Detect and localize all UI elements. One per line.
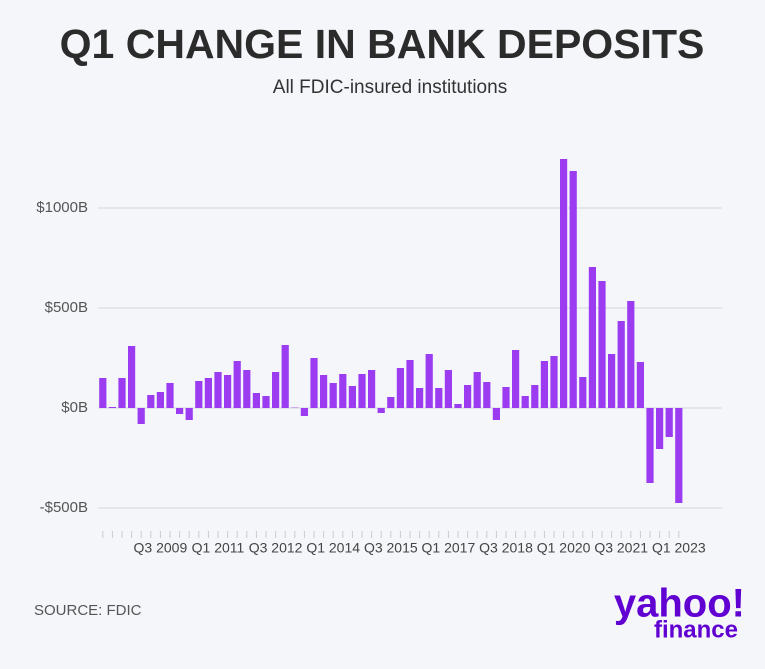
bar (550, 356, 557, 408)
bar (493, 408, 500, 420)
y-tick-label: $1000B (36, 199, 88, 216)
bar (541, 361, 548, 408)
bar (512, 350, 519, 408)
bar (224, 375, 231, 408)
bar (387, 397, 394, 408)
chart-title: Q1 CHANGE IN BANK DEPOSITS (60, 21, 705, 67)
bar (99, 378, 106, 408)
y-tick-label: $500B (45, 299, 88, 316)
bar (358, 374, 365, 408)
bar (310, 358, 317, 408)
bar (138, 408, 145, 424)
bar (464, 385, 471, 408)
logo-sub: finance (654, 616, 738, 643)
bar (282, 345, 289, 408)
bar (637, 362, 644, 408)
bar (618, 321, 625, 408)
bar (570, 171, 577, 408)
bar (646, 408, 653, 483)
x-tick-label: Q1 2023 (652, 540, 706, 556)
bar (349, 386, 356, 408)
bar (416, 388, 423, 408)
bar (426, 354, 433, 408)
x-tick-label: Q3 2012 (249, 540, 303, 556)
x-tick-label: Q1 2014 (306, 540, 360, 556)
bar (214, 372, 221, 408)
bar (454, 404, 461, 408)
bar (243, 370, 250, 408)
bar (445, 370, 452, 408)
bar (253, 393, 260, 408)
bar (128, 346, 135, 408)
x-tick-label: Q1 2011 (192, 540, 245, 556)
bar (675, 408, 682, 503)
bar (320, 375, 327, 408)
bar (627, 301, 634, 408)
bar (666, 408, 673, 437)
bar (330, 383, 337, 408)
bar (234, 361, 241, 408)
bar (531, 385, 538, 408)
y-tick-label: -$500B (40, 499, 88, 516)
bar (474, 372, 481, 408)
bar (272, 372, 279, 408)
bar (608, 354, 615, 408)
bar (560, 159, 567, 408)
bar (406, 360, 413, 408)
x-tick-label: Q3 2021 (594, 540, 648, 556)
bar (378, 408, 385, 413)
x-tick-label: Q3 2018 (479, 540, 533, 556)
bar (205, 378, 212, 408)
bar (579, 377, 586, 408)
source: SOURCE: FDIC (34, 602, 142, 619)
bar (166, 383, 173, 408)
bar (656, 408, 663, 449)
chart-subtitle: All FDIC-insured institutions (273, 77, 507, 98)
x-tick-label: Q3 2009 (134, 540, 188, 556)
bar (109, 407, 116, 408)
x-tick-label: Q1 2017 (422, 540, 476, 556)
bar (368, 370, 375, 408)
bar (522, 396, 529, 408)
bar (118, 378, 125, 408)
bar (147, 395, 154, 408)
bar (435, 388, 442, 408)
bar (195, 381, 202, 408)
x-tick-label: Q3 2015 (364, 540, 418, 556)
bar (262, 396, 269, 408)
bar (339, 374, 346, 408)
bar (301, 408, 308, 416)
y-tick-label: $0B (61, 399, 88, 416)
bar (502, 387, 509, 408)
bar (589, 267, 596, 408)
bar (157, 392, 164, 408)
bar (483, 382, 490, 408)
bar (598, 281, 605, 408)
bar (176, 408, 183, 414)
x-tick-label: Q1 2020 (537, 540, 591, 556)
bar (186, 408, 193, 420)
bar (397, 368, 404, 408)
